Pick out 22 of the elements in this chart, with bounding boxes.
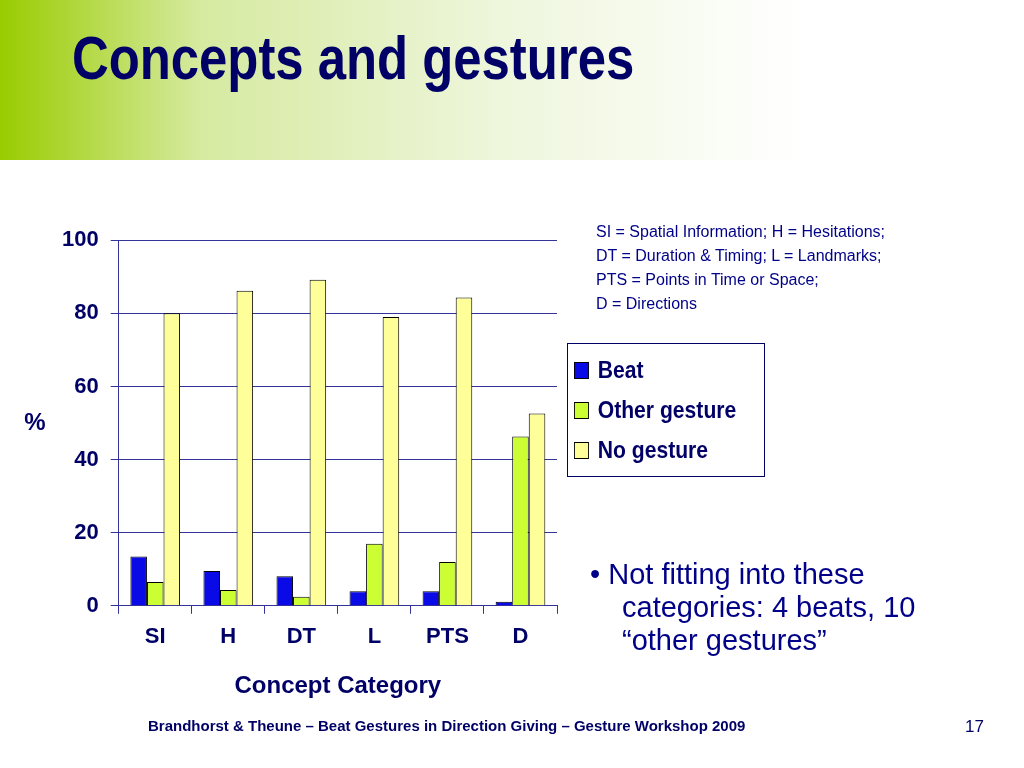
y-tick-label: 60 <box>74 372 99 398</box>
text: • Not fitting into these categories: 4 beats, 10 “other gestures” <box>590 558 916 656</box>
x-tick-label: L <box>367 623 382 649</box>
y-tick-label: 40 <box>74 445 99 471</box>
chart-title: Concepts and gestures <box>72 22 635 93</box>
text: 17 <box>965 717 984 737</box>
text: Brandhorst & Theune – Beat Gestures in Direction Giving – Gesture Workshop 2009 <box>148 717 746 734</box>
y-tick-label: 0 <box>86 591 99 617</box>
x-tick-label: DT <box>286 623 317 649</box>
y-tick-label: 80 <box>74 299 99 325</box>
x-tick-label: D <box>512 623 529 649</box>
legend-label: Beat <box>597 356 644 384</box>
legend-label: Other gesture <box>597 396 737 424</box>
text: SI = Spatial Information; H = Hesitations; DT = Duration & Timing; L = Landmarks; PTS = Points in Time or Space; D = Directions <box>596 222 886 314</box>
x-tick-label: H <box>220 623 237 649</box>
y-tick-label: 100 <box>61 226 99 252</box>
legend-label: No gesture <box>597 436 709 464</box>
x-tick-label: SI <box>144 623 166 649</box>
y-axis-title: % <box>24 407 46 435</box>
x-axis-title: Concept Category <box>234 671 442 699</box>
y-tick-label: 20 <box>74 518 99 544</box>
x-tick-label: PTS <box>426 623 469 649</box>
